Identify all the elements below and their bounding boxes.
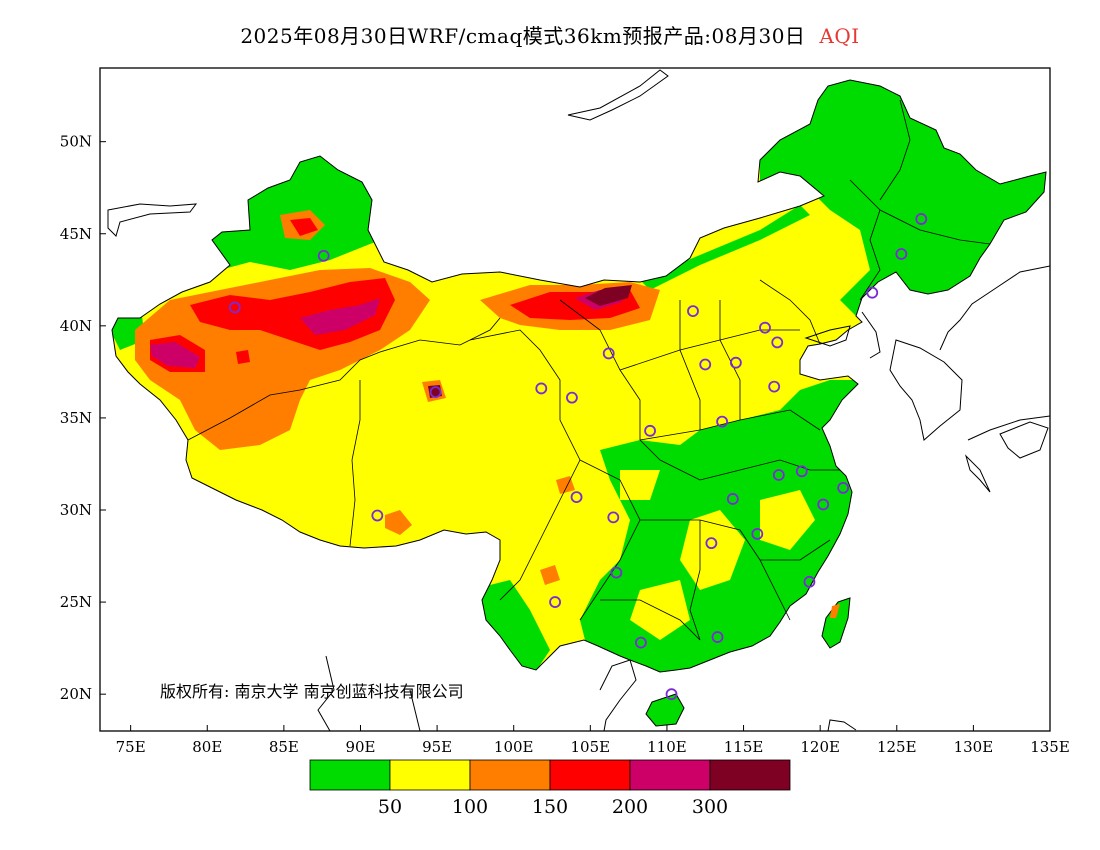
title-main: 2025年08月30日WRF/cmaq模式36km预报产品:08月30日 — [240, 24, 806, 48]
station-markers — [228, 213, 928, 701]
green-zone-inner-mongolia-edge — [640, 205, 810, 290]
legend-label: 50 — [378, 796, 402, 818]
station-marker — [771, 336, 784, 349]
lat-tick-label: 30N — [60, 501, 92, 519]
lat-tick-label: 35N — [60, 409, 92, 427]
station-marker — [803, 575, 816, 588]
station-marker — [610, 566, 623, 579]
station-marker — [705, 537, 718, 550]
station-marker — [644, 424, 656, 437]
station-marker — [634, 636, 647, 649]
station-marker — [817, 498, 830, 511]
station-marker — [570, 491, 583, 504]
station-marker — [602, 347, 615, 360]
station-marker — [768, 380, 781, 393]
lat-tick-label: 25N — [60, 593, 92, 611]
maroon-zone-alxa — [585, 285, 632, 306]
station-marker — [711, 631, 724, 643]
lat-tick-label: 50N — [60, 133, 92, 151]
lon-tick-label: 120E — [800, 738, 840, 756]
legend-swatch — [389, 759, 471, 791]
station-marker — [729, 356, 742, 369]
legend-label: 200 — [612, 796, 648, 818]
chart-title: 2025年08月30日WRF/cmaq模式36km预报产品:08月30日 AQI — [0, 20, 1100, 49]
station-marker — [837, 481, 850, 494]
station-marker — [915, 213, 928, 225]
lon-tick-label: 75E — [116, 738, 146, 756]
lon-tick-label: 105E — [571, 738, 611, 756]
lat-tick-label: 40N — [60, 317, 92, 335]
station-marker — [566, 391, 578, 404]
station-marker — [699, 358, 712, 371]
lon-tick-label: 95E — [422, 738, 452, 756]
china-border — [111, 79, 1047, 673]
lon-tick-label: 85E — [269, 738, 299, 756]
legend-swatch — [709, 759, 791, 791]
legend-swatch — [549, 759, 631, 791]
taiwan-island — [821, 597, 851, 649]
lon-tick-label: 100E — [494, 738, 534, 756]
lon-tick-label: 115E — [724, 738, 764, 756]
lon-tick-label: 125E — [877, 738, 917, 756]
legend-swatch — [629, 759, 711, 791]
lon-tick-label: 130E — [954, 738, 994, 756]
lon-tick-label: 90E — [345, 738, 375, 756]
station-marker — [665, 688, 678, 701]
station-marker — [759, 321, 771, 334]
station-marker — [687, 305, 699, 318]
station-marker — [607, 511, 620, 524]
legend-swatch — [309, 759, 391, 791]
station-marker — [371, 509, 384, 522]
purple-zone-west — [150, 342, 200, 368]
lat-tick-label: 20N — [60, 685, 92, 703]
aqi-legend: 50 100 150 200 300 — [309, 759, 791, 818]
lat-tick-label: 45N — [60, 225, 92, 243]
province-borders — [187, 99, 991, 641]
legend-label: 100 — [452, 796, 488, 818]
legend-label: 150 — [532, 796, 568, 818]
red-zone-tarim — [190, 278, 395, 350]
latitude-axis: 20N 25N 30N 35N 40N 45N 50N — [60, 133, 106, 703]
legend-swatch — [469, 759, 551, 791]
station-marker — [895, 248, 908, 260]
legend-label: 300 — [692, 796, 728, 818]
station-marker — [866, 286, 879, 299]
station-marker — [795, 465, 808, 478]
station-marker — [549, 596, 561, 608]
lon-tick-label: 135E — [1030, 738, 1070, 756]
longitude-axis: 75E 80E 85E 90E 95E 100E 105E 110E 115E 120E 125E 1… — [116, 725, 1070, 756]
station-marker — [317, 249, 330, 262]
station-marker — [772, 469, 785, 481]
station-marker — [751, 528, 764, 540]
lon-tick-label: 80E — [192, 738, 222, 756]
station-marker — [716, 415, 728, 428]
copyright-text: 版权所有: 南京大学 南京创蓝科技有限公司 — [160, 682, 464, 701]
title-variable: AQI — [819, 24, 860, 48]
neighbor-outlines — [107, 69, 1050, 731]
lon-tick-label: 110E — [647, 738, 687, 756]
station-marker — [429, 386, 442, 399]
station-marker — [228, 301, 241, 314]
station-marker — [726, 493, 739, 505]
station-marker — [535, 382, 548, 395]
